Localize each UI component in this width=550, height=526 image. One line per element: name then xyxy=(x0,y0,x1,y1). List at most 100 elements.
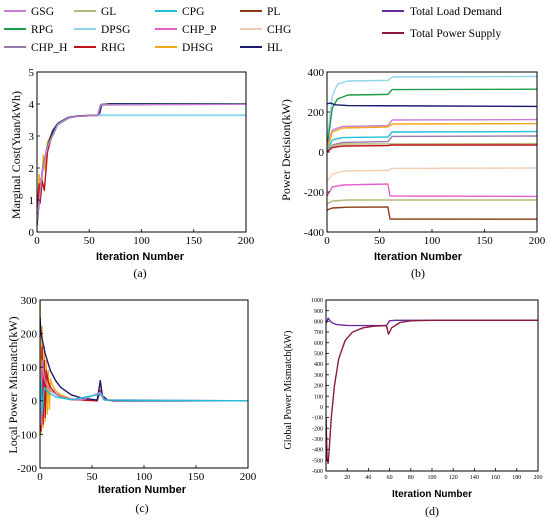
panel-c-ytick-label-4: 200 xyxy=(21,328,38,340)
panel-b-series-group xyxy=(327,75,537,220)
panel-b-series-8 xyxy=(327,144,537,153)
panel-a-ytick-label-5: 5 xyxy=(29,67,35,79)
panel-c-xtick-label-3: 150 xyxy=(188,471,205,483)
panel-b-series-12 xyxy=(327,206,537,220)
legend-label-dpsg: DPSG xyxy=(101,24,130,36)
panel-c-xtick-label-1: 50 xyxy=(87,471,99,483)
panel-a-xtick-label-1: 50 xyxy=(84,235,96,247)
panel-b-xtick-label-0: 0 xyxy=(324,235,330,247)
legend-label-total-load: Total Load Demand xyxy=(410,6,502,18)
legend-label-cpg: CPG xyxy=(182,6,204,18)
panel-a-ytick-label-4: 4 xyxy=(29,99,35,111)
panel-d-ytick-label-8: 200 xyxy=(314,384,323,390)
panel-d-xtick-label-8: 160 xyxy=(491,475,500,481)
panel-b-plot-area xyxy=(327,72,537,232)
legend-label-gl: GL xyxy=(101,6,116,18)
panel-c-xtick-label-2: 100 xyxy=(136,471,153,483)
panel-d-series-0 xyxy=(326,317,538,327)
panel-d-ytick-label-6: 0 xyxy=(320,405,323,411)
panel-b-series-10 xyxy=(327,183,537,198)
panel-c-plot-area xyxy=(40,300,248,468)
panel-c-xtick-label-0: 0 xyxy=(37,471,43,483)
panel-d-ytick-label-1: -500 xyxy=(312,458,323,464)
legend-label-pl: PL xyxy=(267,6,280,18)
panel-b: Power Decision(kW) Iteration Number (b) … xyxy=(279,67,546,280)
panel-d-ylabel: Global Power Mismatch(kW) xyxy=(283,331,294,450)
panel-d-xtick-label-10: 200 xyxy=(534,475,543,481)
panel-d-ytick-label-5: -100 xyxy=(312,416,323,422)
panel-c-xlabel: Iteration Number xyxy=(98,484,187,496)
panel-d-ytick-label-4: -200 xyxy=(312,426,323,432)
panel-a-ylabel: Marginal Cost(Yuan/kWh) xyxy=(9,91,23,219)
panel-b-series-1 xyxy=(327,88,537,149)
panel-a-xtick-label-2: 100 xyxy=(133,235,150,247)
panel-a-xtick-label-3: 150 xyxy=(186,235,203,247)
panel-c-ytick-label-1: -100 xyxy=(17,429,38,441)
legend-label-rpg: RPG xyxy=(31,24,53,36)
panel-c-ytick-label-2: 0 xyxy=(32,396,38,408)
panel-d-ytick-label-13: 700 xyxy=(314,330,323,336)
legend-label-chp-p: CHP_P xyxy=(182,24,217,36)
panel-d-ytick-label-15: 900 xyxy=(314,309,323,315)
panel-d-ytick-label-10: 400 xyxy=(314,362,323,368)
panel-d-ytick-label-11: 500 xyxy=(314,352,323,358)
panel-d-xtick-label-3: 60 xyxy=(387,475,393,481)
panel-a-caption: (a) xyxy=(133,266,146,280)
panel-b-ylabel: Power Decision(kW) xyxy=(279,99,293,201)
panel-b-xtick-label-1: 50 xyxy=(374,235,386,247)
panel-d-ytick-label-7: 100 xyxy=(314,394,323,400)
legend-label-gsg: GSG xyxy=(31,6,54,18)
legend-label-hl: HL xyxy=(267,42,282,54)
panel-a-ytick-label-3: 3 xyxy=(29,131,35,143)
panel-b-series-9 xyxy=(327,167,537,183)
panel-c: Local Power Mismatch(kW) Iteration Numbe… xyxy=(6,295,257,515)
legend-label-chg: CHG xyxy=(267,24,291,36)
panel-b-series-11 xyxy=(327,199,537,205)
panel-b-series-2 xyxy=(327,102,537,108)
panel-a-series-group xyxy=(37,103,246,226)
panel-d-xtick-label-1: 20 xyxy=(344,475,350,481)
panel-c-caption: (c) xyxy=(135,501,148,515)
panel-b-xtick-label-4: 200 xyxy=(529,235,546,247)
panel-a-plot-area xyxy=(37,72,246,232)
panel-d-caption: (d) xyxy=(425,504,439,518)
legend-label-dhsg: DHSG xyxy=(182,42,213,54)
legend-label-chp-h: CHP_H xyxy=(31,42,67,54)
panel-a-ytick-label-1: 1 xyxy=(29,195,35,207)
panel-a-ytick-label-0: 0 xyxy=(29,227,35,239)
panel-b-xtick-label-2: 100 xyxy=(424,235,441,247)
panel-b-ytick-label-2: 0 xyxy=(319,147,325,159)
panel-a-xtick-label-0: 0 xyxy=(34,235,40,247)
panel-a-xlabel: Iteration Number xyxy=(96,251,185,263)
legend-label-total-supply: Total Power Supply xyxy=(410,28,501,40)
panel-c-ytick-label-0: -200 xyxy=(17,463,38,475)
panel-d-ytick-label-3: -300 xyxy=(312,437,323,443)
panel-d-xtick-label-6: 120 xyxy=(449,475,458,481)
panel-a-ytick-label-2: 2 xyxy=(29,163,35,175)
panel-d-xtick-label-4: 80 xyxy=(408,475,414,481)
panel-b-ytick-label-4: 400 xyxy=(308,67,325,79)
panel-d-xtick-label-5: 100 xyxy=(428,475,437,481)
panel-c-xtick-label-4: 200 xyxy=(240,471,257,483)
panel-d-ytick-label-9: 300 xyxy=(314,373,323,379)
panel-c-ytick-label-3: 100 xyxy=(21,362,38,374)
panel-b-ytick-label-1: -200 xyxy=(304,187,325,199)
panel-d-series-group xyxy=(326,317,538,465)
panel-b-ytick-label-0: -400 xyxy=(304,227,325,239)
panel-d-xtick-label-7: 140 xyxy=(470,475,479,481)
panel-d-ytick-label-16: 1000 xyxy=(311,298,323,304)
panel-d-xtick-label-0: 0 xyxy=(325,475,328,481)
panel-b-series-5 xyxy=(327,130,537,153)
panel-b-caption: (b) xyxy=(411,266,425,280)
panel-a: Marginal Cost(Yuan/kWh) Iteration Number… xyxy=(9,67,255,280)
panel-b-ytick-label-3: 200 xyxy=(308,107,325,119)
panel-d: Global Power Mismatch(kW) Iteration Numb… xyxy=(283,298,543,518)
legend: GSG GL CPG PL RPG DPSG CHP_P CHG CHP_H RHG DHSG HL T… xyxy=(4,6,502,54)
panel-b-series-4 xyxy=(327,122,537,151)
panel-b-xtick-label-3: 150 xyxy=(476,235,493,247)
panel-c-ylabel: Local Power Mismatch(kW) xyxy=(6,316,20,453)
panel-a-series-6 xyxy=(37,103,246,221)
panel-c-series-4 xyxy=(40,379,248,415)
